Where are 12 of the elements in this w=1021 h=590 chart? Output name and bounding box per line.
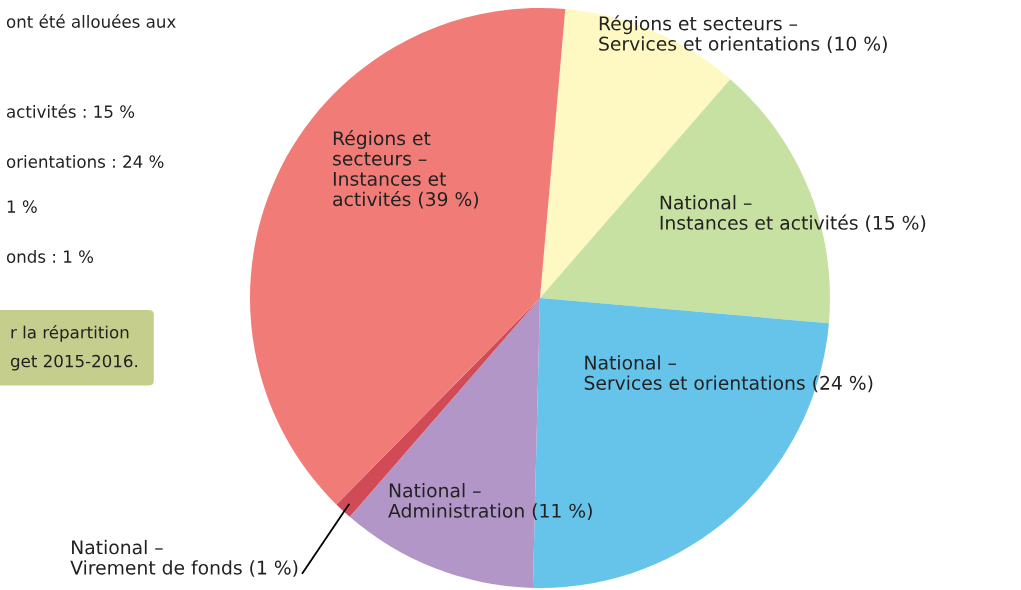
- text: ont été allouées aux: [6, 14, 176, 28]
- text: orientations : 24 %: [6, 155, 164, 168]
- slice-label: Régions et secteurs – Services et orientations (10 %): [599, 15, 887, 53]
- slice-label: National – Administration (11 %): [388, 483, 592, 521]
- text: r la répartition get 2015-2016.: [10, 325, 138, 371]
- slice-label: National – Virement de fonds (1 %): [70, 539, 298, 577]
- text: activités : 15 %: [7, 104, 135, 118]
- slice-label: Régions et secteurs – Instances et activités (39 %): [333, 130, 479, 209]
- text: 1 %: [7, 200, 37, 213]
- slice-label: National – Instances et activités (15 %): [660, 195, 926, 233]
- text: onds : 1 %: [6, 250, 94, 263]
- pie-slice: [250, 8, 566, 505]
